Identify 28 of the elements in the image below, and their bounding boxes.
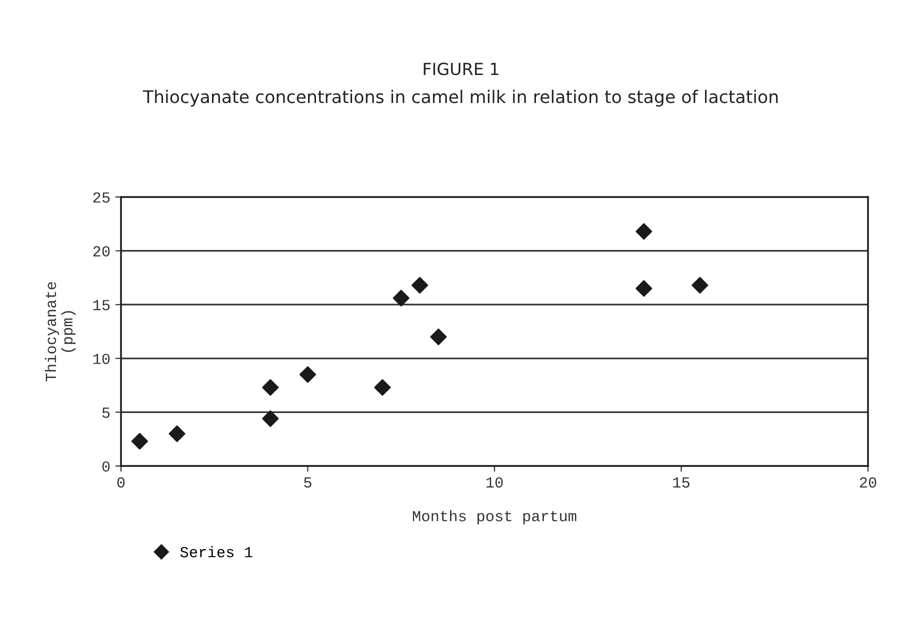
y-axis-title: Thiocyanate (ppm) (44, 282, 76, 382)
chart-subtitle: Thiocyanate concentrations in camel milk in relation to stage of lactation (142, 90, 778, 107)
y-tick-label: 0 (102, 461, 110, 472)
y-tick-label: 15 (93, 300, 110, 310)
point (262, 410, 279, 427)
point (299, 366, 316, 383)
x-tick-label: 20 (860, 477, 876, 488)
point (168, 425, 186, 442)
point (692, 276, 708, 294)
x-tick-label: 0 (117, 477, 125, 488)
point (131, 432, 148, 450)
x-tick-label: 10 (486, 477, 503, 488)
point (412, 276, 428, 294)
x-axis-title: Months post partum (412, 510, 576, 524)
point (430, 328, 447, 346)
x-tick-label: 15 (673, 477, 690, 488)
y-tick-label: 20 (93, 246, 110, 256)
point (392, 290, 410, 306)
x-tick-label: 5 (304, 477, 312, 488)
point (636, 280, 652, 297)
point (636, 223, 652, 240)
y-tick-label: 5 (102, 408, 110, 418)
y-tick-label: 25 (93, 192, 110, 203)
chart-title: FIGURE 1 (424, 62, 498, 76)
y-tick-label: 10 (93, 354, 110, 364)
point (374, 379, 391, 396)
point (262, 379, 279, 396)
legend-label: Series 1 (180, 546, 252, 558)
